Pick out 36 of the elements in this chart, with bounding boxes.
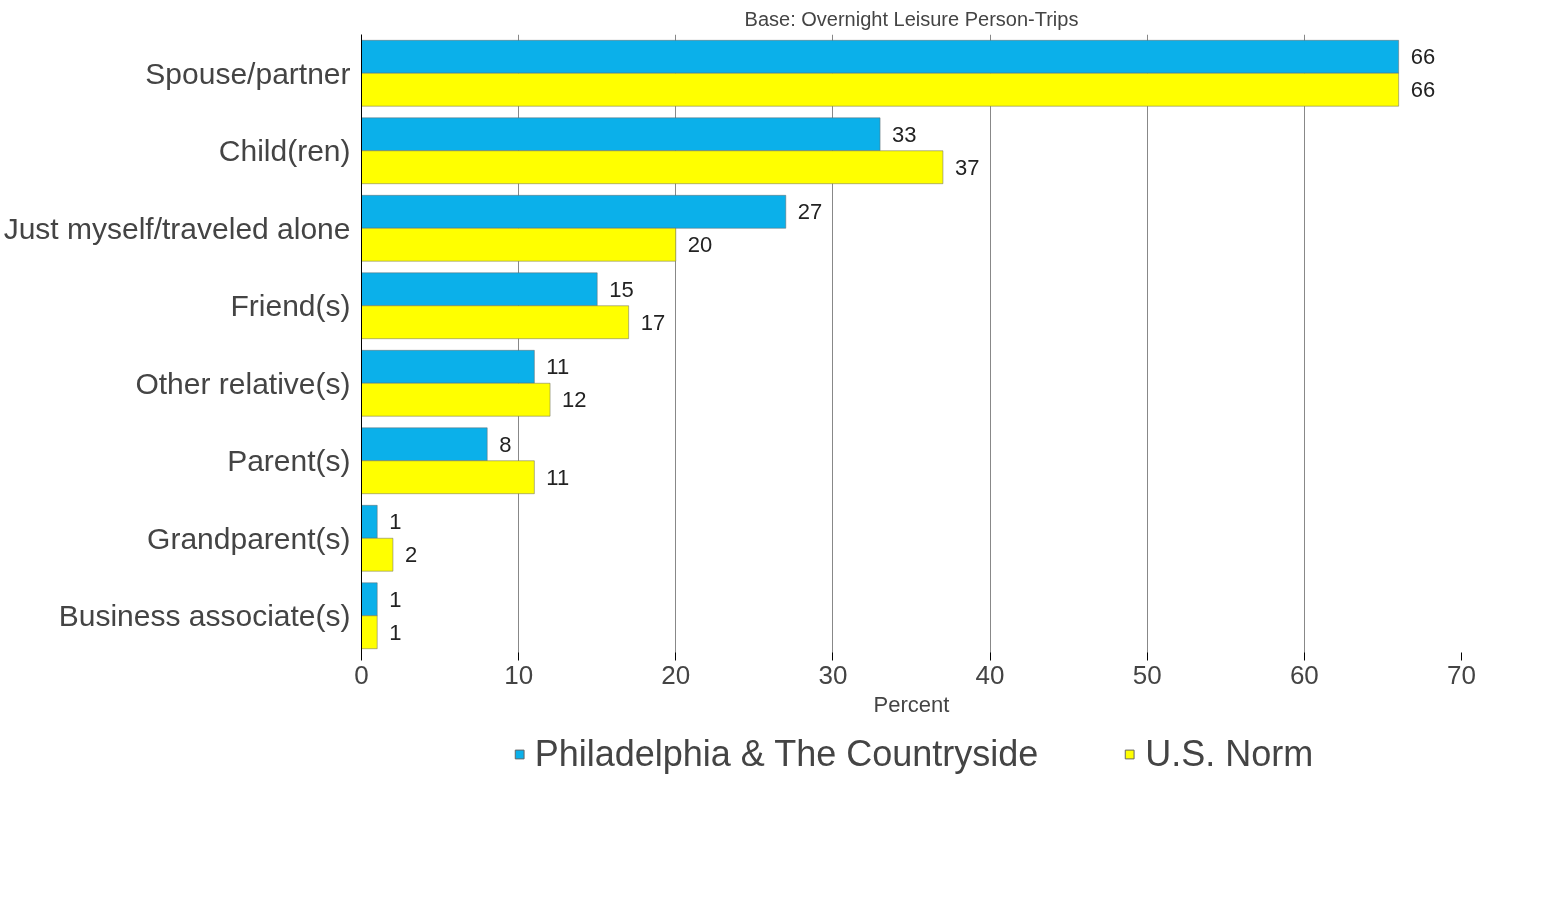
legend-label: Philadelphia & The Countryside xyxy=(534,733,1039,775)
y-tick-label: Other relative(s) xyxy=(135,366,351,400)
data-label: 2 xyxy=(404,542,418,568)
chart-title: Base: Overnight Leisure Person-Trips xyxy=(744,7,1079,30)
x-tick-label: 20 xyxy=(661,659,691,690)
y-tick-label: Child(ren) xyxy=(218,134,351,168)
y-tick-label: Just myself/traveled alone xyxy=(3,211,351,245)
data-label: 12 xyxy=(562,387,587,413)
data-label: 1 xyxy=(389,619,402,645)
x-tick-label: 0 xyxy=(354,659,369,690)
data-label: 11 xyxy=(546,354,570,380)
data-label: 15 xyxy=(609,276,634,302)
y-tick-label: Business associate(s) xyxy=(58,599,351,633)
y-tick-label: Spouse/partner xyxy=(145,56,351,90)
data-label: 17 xyxy=(640,309,666,335)
data-label: 8 xyxy=(499,431,512,457)
data-label: 37 xyxy=(954,154,980,180)
data-label: 27 xyxy=(797,199,823,225)
x-tick-label: 40 xyxy=(975,659,1005,690)
data-label: 20 xyxy=(687,232,713,258)
x-tick-label: 10 xyxy=(504,659,534,690)
legend-label: U.S. Norm xyxy=(1145,733,1314,775)
data-label: 33 xyxy=(892,121,917,147)
x-tick-label: 70 xyxy=(1447,659,1476,690)
x-tick-label: 50 xyxy=(1132,659,1162,690)
y-tick-label: Parent(s) xyxy=(227,444,351,478)
y-tick-label: Grandparent(s) xyxy=(147,521,351,555)
data-label: 66 xyxy=(1410,44,1436,70)
x-tick-label: 60 xyxy=(1289,659,1319,690)
data-label: 66 xyxy=(1410,77,1436,103)
x-axis-title: Percent xyxy=(873,691,950,717)
data-label: 1 xyxy=(389,509,402,535)
y-tick-label: Friend(s) xyxy=(230,289,351,323)
data-label: 11 xyxy=(546,464,570,490)
data-label: 1 xyxy=(389,586,402,612)
x-tick-label: 30 xyxy=(818,659,848,690)
